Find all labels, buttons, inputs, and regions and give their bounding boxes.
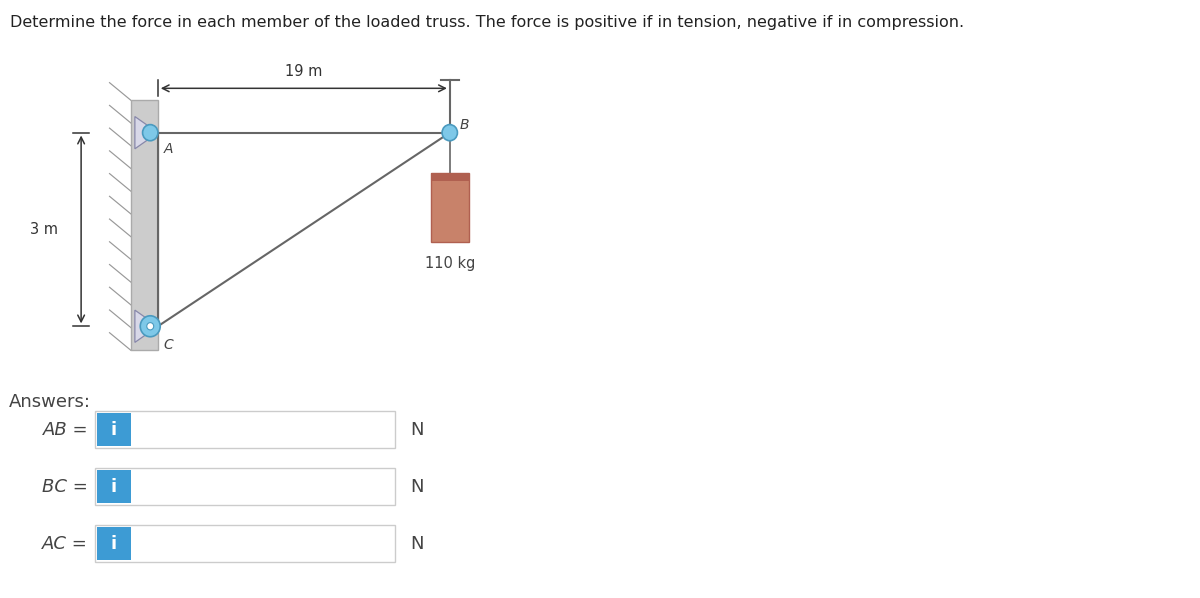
Text: A: A [163,142,173,156]
Text: 19 m: 19 m [286,63,323,78]
Bar [97,413,131,446]
Text: AB =: AB = [42,420,88,438]
Bar [431,173,469,242]
FancyBboxPatch shape [95,411,395,448]
Bar [97,527,131,560]
Text: i: i [110,420,118,438]
Polygon shape [134,310,158,343]
Circle shape [140,316,161,337]
FancyBboxPatch shape [95,525,395,563]
Text: i: i [110,535,118,553]
Text: B: B [460,118,469,132]
Text: C: C [163,338,173,352]
Text: Answers:: Answers: [8,393,91,411]
Polygon shape [134,117,158,149]
Bar [131,100,158,350]
Text: 3 m: 3 m [30,222,58,237]
FancyBboxPatch shape [95,468,395,505]
Text: N: N [410,535,424,553]
Bar [431,173,469,181]
Text: AC =: AC = [42,535,88,553]
Text: Determine the force in each member of the loaded truss. The force is positive if: Determine the force in each member of th… [10,15,964,30]
Text: N: N [410,420,424,438]
Circle shape [143,124,158,141]
Circle shape [442,124,457,141]
Circle shape [146,323,154,330]
Text: 110 kg: 110 kg [425,256,475,271]
Text: BC =: BC = [42,478,88,496]
Text: N: N [410,478,424,496]
Bar [97,470,131,504]
Text: i: i [110,478,118,496]
